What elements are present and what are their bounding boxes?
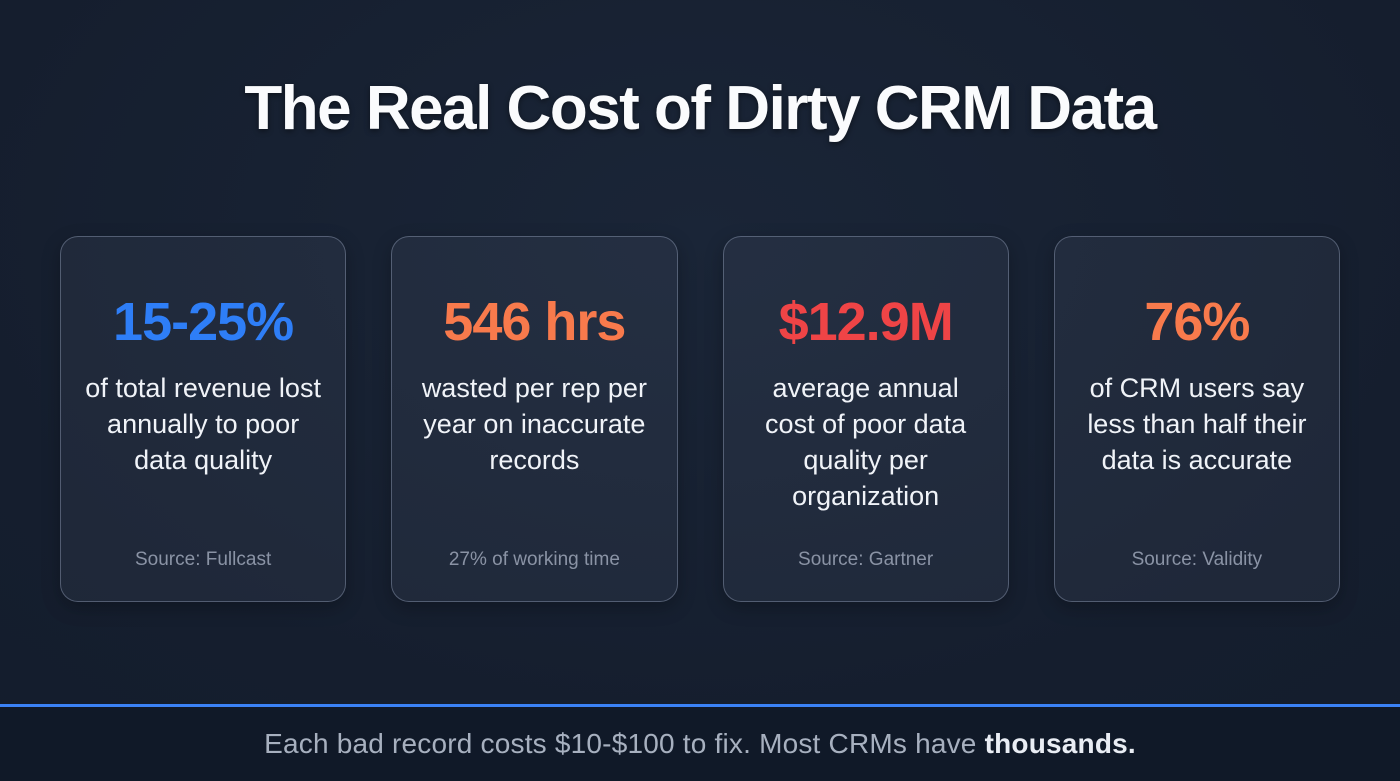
stat-source: Source: Fullcast — [135, 549, 272, 570]
footer-text-highlight: thousands. — [984, 728, 1136, 759]
stat-card-accuracy-perception: 76% of CRM users say less than half thei… — [1053, 236, 1340, 602]
stat-description: of total revenue lost annually to poor d… — [85, 373, 321, 475]
footer-text: Each bad record costs $10-$100 to fix. M… — [264, 728, 1136, 760]
stat-source: Source: Gartner — [798, 549, 934, 570]
stat-value: $12.9M — [778, 292, 954, 352]
stat-value: 76% — [1144, 292, 1250, 352]
footer-text-main: Each bad record costs $10-$100 to fix. M… — [264, 728, 985, 759]
stat-cards-row: 15-25% of total revenue lost annually to… — [0, 236, 1400, 602]
footer-bar: Each bad record costs $10-$100 to fix. M… — [0, 707, 1400, 781]
page-title: The Real Cost of Dirty CRM Data — [244, 74, 1157, 143]
stat-value: 546 hrs — [443, 292, 626, 352]
stat-card-hours-wasted: 546 hrs wasted per rep per year on inacc… — [391, 236, 678, 602]
stat-card-revenue-lost: 15-25% of total revenue lost annually to… — [60, 236, 347, 602]
stat-source: 27% of working time — [448, 549, 620, 570]
stat-description: average annual cost of poor data quality… — [765, 373, 967, 511]
stat-card-annual-cost: $12.9M average annual cost of poor data … — [722, 236, 1009, 602]
footer: Each bad record costs $10-$100 to fix. M… — [0, 704, 1400, 781]
footer-divider — [0, 704, 1400, 707]
stat-source: Source: Validity — [1131, 549, 1263, 570]
stat-description: wasted per rep per year on inaccurate re… — [421, 373, 647, 475]
stat-description: of CRM users say less than half their da… — [1087, 373, 1307, 475]
stat-value: 15-25% — [113, 292, 294, 352]
